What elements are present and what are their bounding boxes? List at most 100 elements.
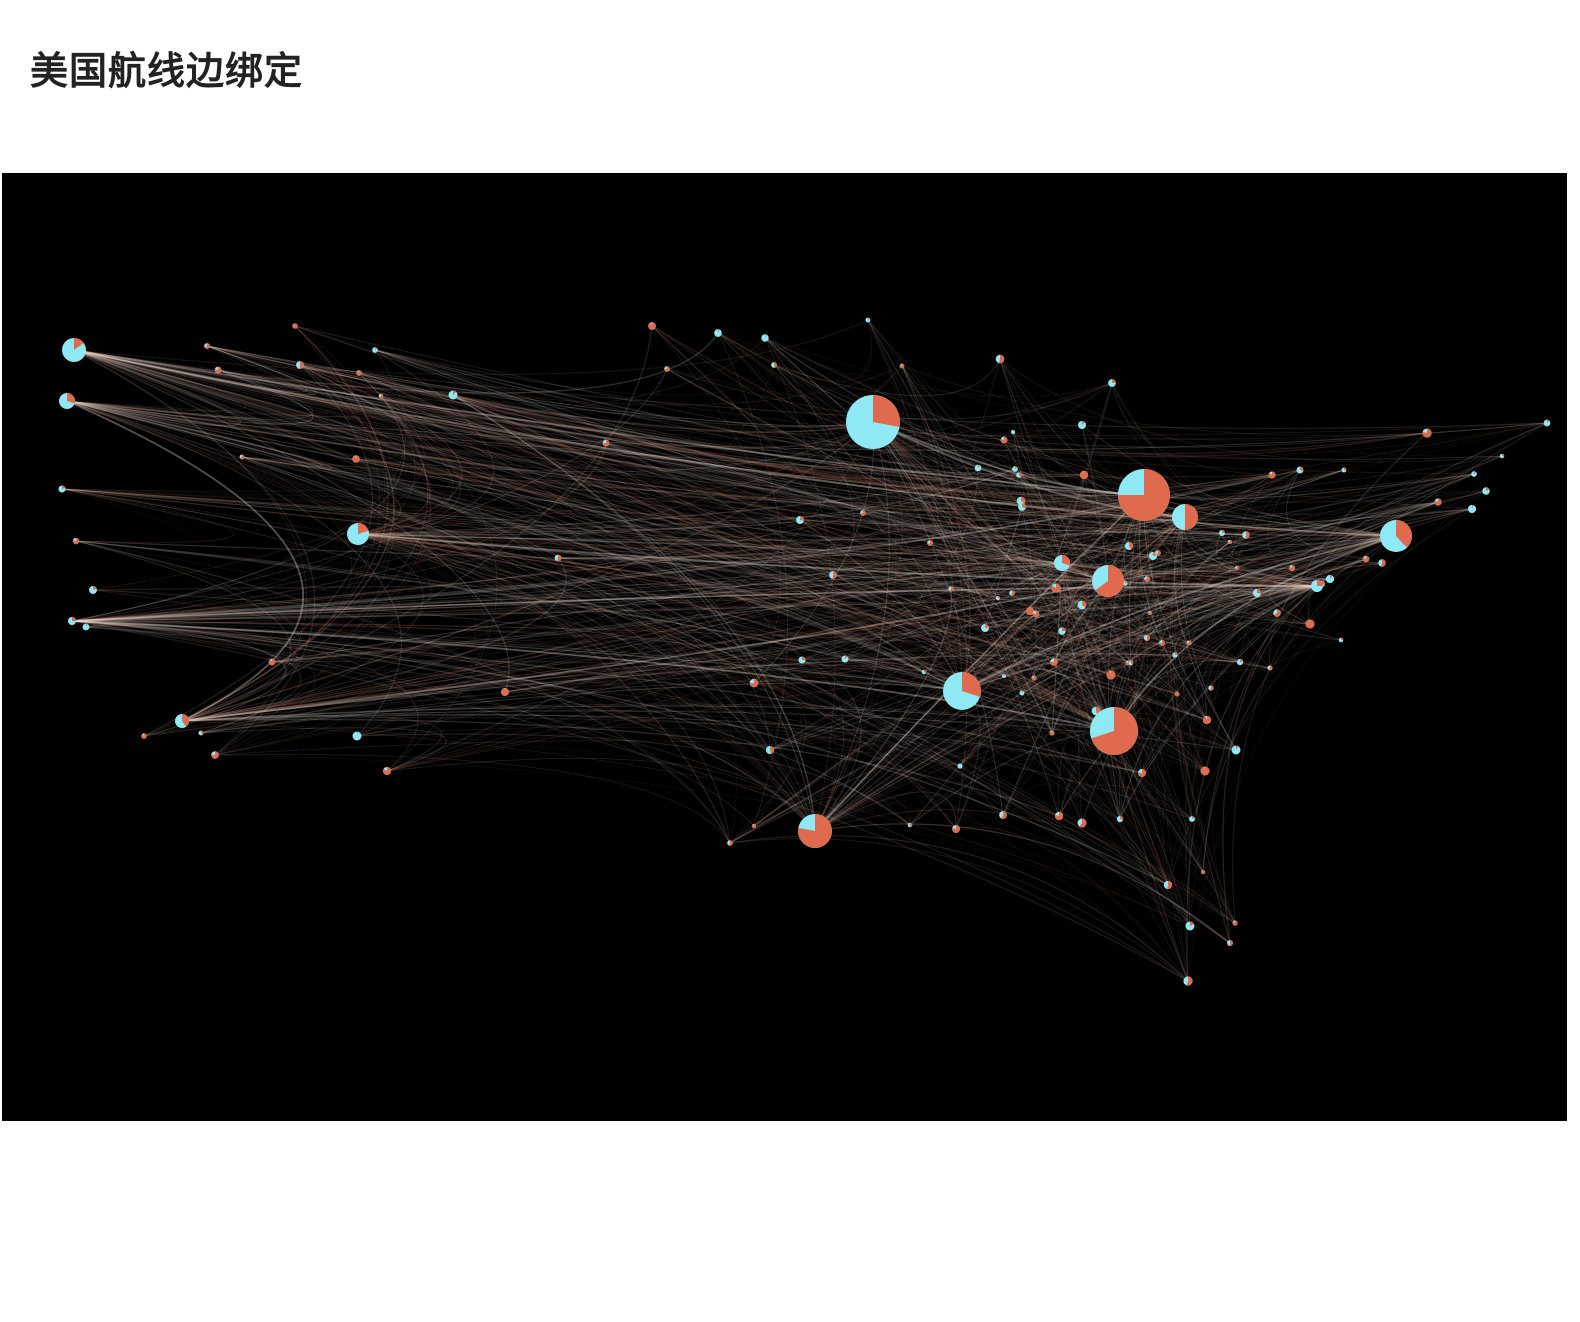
airport-node-119[interactable] [995,595,1001,601]
airport-node-12[interactable] [89,586,97,594]
airport-node-77[interactable] [765,745,775,755]
airport-node-95[interactable] [1202,715,1212,725]
airport-node-101[interactable] [1128,660,1134,666]
airport-node-22[interactable] [714,329,722,337]
airport-node-79[interactable] [727,840,733,846]
airport-node-49[interactable] [1242,531,1250,539]
hub-boston[interactable] [1380,520,1412,552]
airport-node-7[interactable] [448,390,458,400]
airport-node-37[interactable] [1016,496,1026,506]
airport-node-27[interactable] [865,317,871,323]
airport-node-103[interactable] [1159,640,1165,646]
airport-node-94[interactable] [1200,766,1210,776]
airport-node-88[interactable] [1163,880,1173,890]
airport-node-69[interactable] [1106,670,1116,680]
airport-node-44[interactable] [1124,541,1134,551]
airport-node-56[interactable] [1467,504,1477,514]
airport-node-74[interactable] [841,655,849,663]
airport-node-97[interactable] [1009,590,1015,596]
airport-node-43[interactable] [927,540,933,546]
airport-node-61[interactable] [1305,619,1315,629]
airport-node-32[interactable] [1108,379,1116,387]
airport-node-50[interactable] [1268,471,1276,479]
airport-node-10[interactable] [58,485,66,493]
airport-node-17[interactable] [211,751,219,759]
airport-node-76[interactable] [749,678,759,688]
airport-node-18[interactable] [352,731,362,741]
airport-node-66[interactable] [1174,691,1180,697]
hub-atlanta[interactable] [1090,707,1139,755]
airport-node-65[interactable] [1208,685,1214,691]
airport-node-48[interactable] [1227,539,1233,545]
airport-node-115[interactable] [1051,583,1061,593]
airport-node-114[interactable] [554,554,562,562]
airport-node-92[interactable] [1183,976,1193,986]
airport-node-34[interactable] [1012,466,1018,472]
airport-node-35[interactable] [974,464,982,472]
airport-node-75[interactable] [798,656,806,664]
airport-node-42[interactable] [948,586,954,592]
airport-node-96[interactable] [1231,745,1241,755]
airport-node-13[interactable] [82,623,90,631]
airport-node-117[interactable] [981,624,989,632]
airport-node-122[interactable] [1138,769,1146,777]
airport-node-36[interactable] [1016,472,1022,478]
airport-node-83[interactable] [1054,811,1064,821]
airport-node-5[interactable] [356,370,362,376]
airport-node-99[interactable] [1077,600,1087,610]
airport-node-63[interactable] [1267,665,1273,671]
airport-node-40[interactable] [796,516,804,524]
airport-node-106[interactable] [1273,609,1281,617]
airport-node-4[interactable] [372,347,378,353]
airport-node-71[interactable] [1031,675,1037,681]
airport-node-60[interactable] [1325,574,1335,584]
airport-node-80[interactable] [907,822,913,828]
hub-salt-lake[interactable] [347,523,369,545]
airport-node-98[interactable] [1026,607,1034,615]
hub-denver[interactable] [1054,555,1070,571]
hub-dfw[interactable] [943,672,981,710]
airport-node-9[interactable] [352,455,360,463]
airport-node-108[interactable] [1219,530,1225,536]
airport-node-55[interactable] [1482,487,1490,495]
hub-sf[interactable] [68,617,76,625]
hub-detroit[interactable] [1172,504,1198,530]
airport-node-25[interactable] [664,366,670,372]
airport-node-78[interactable] [751,823,757,829]
airport-node-105[interactable] [1252,588,1262,598]
airport-node-107[interactable] [1288,564,1296,572]
airport-node-54[interactable] [1471,471,1477,477]
airport-node-112[interactable] [1378,559,1386,567]
airport-node-19[interactable] [382,766,392,776]
airport-node-72[interactable] [1001,673,1007,679]
hub-portland[interactable] [59,393,75,409]
airport-node-41[interactable] [829,571,837,579]
airport-node-84[interactable] [1077,818,1087,828]
airport-node-15[interactable] [501,688,509,696]
airport-node-52[interactable] [1341,467,1347,473]
hub-la[interactable] [175,714,190,728]
airport-node-89[interactable] [1185,921,1195,931]
airport-node-58[interactable] [1362,555,1370,563]
airport-node-0[interactable] [292,323,298,329]
airport-node-24[interactable] [771,362,777,368]
airport-node-120[interactable] [1032,610,1040,618]
airport-node-113[interactable] [602,439,610,447]
airport-node-16[interactable] [198,730,204,736]
airport-node-110[interactable] [1499,453,1505,459]
airport-node-124[interactable] [1019,690,1025,696]
airport-node-47[interactable] [1155,550,1161,556]
hub-seattle[interactable] [62,338,86,362]
airport-node-86[interactable] [1189,816,1195,822]
airport-node-87[interactable] [1200,869,1206,875]
airport-node-28[interactable] [995,354,1005,364]
airport-node-38[interactable] [1018,503,1026,511]
airport-node-109[interactable] [1235,566,1239,570]
airport-node-93[interactable] [957,763,963,769]
airport-node-6[interactable] [378,393,384,399]
airport-node-91[interactable] [1232,920,1238,926]
airport-node-104[interactable] [1186,640,1192,646]
airport-node-53[interactable] [1422,428,1432,438]
airport-node-82[interactable] [999,811,1007,819]
airport-node-85[interactable] [1116,815,1124,823]
